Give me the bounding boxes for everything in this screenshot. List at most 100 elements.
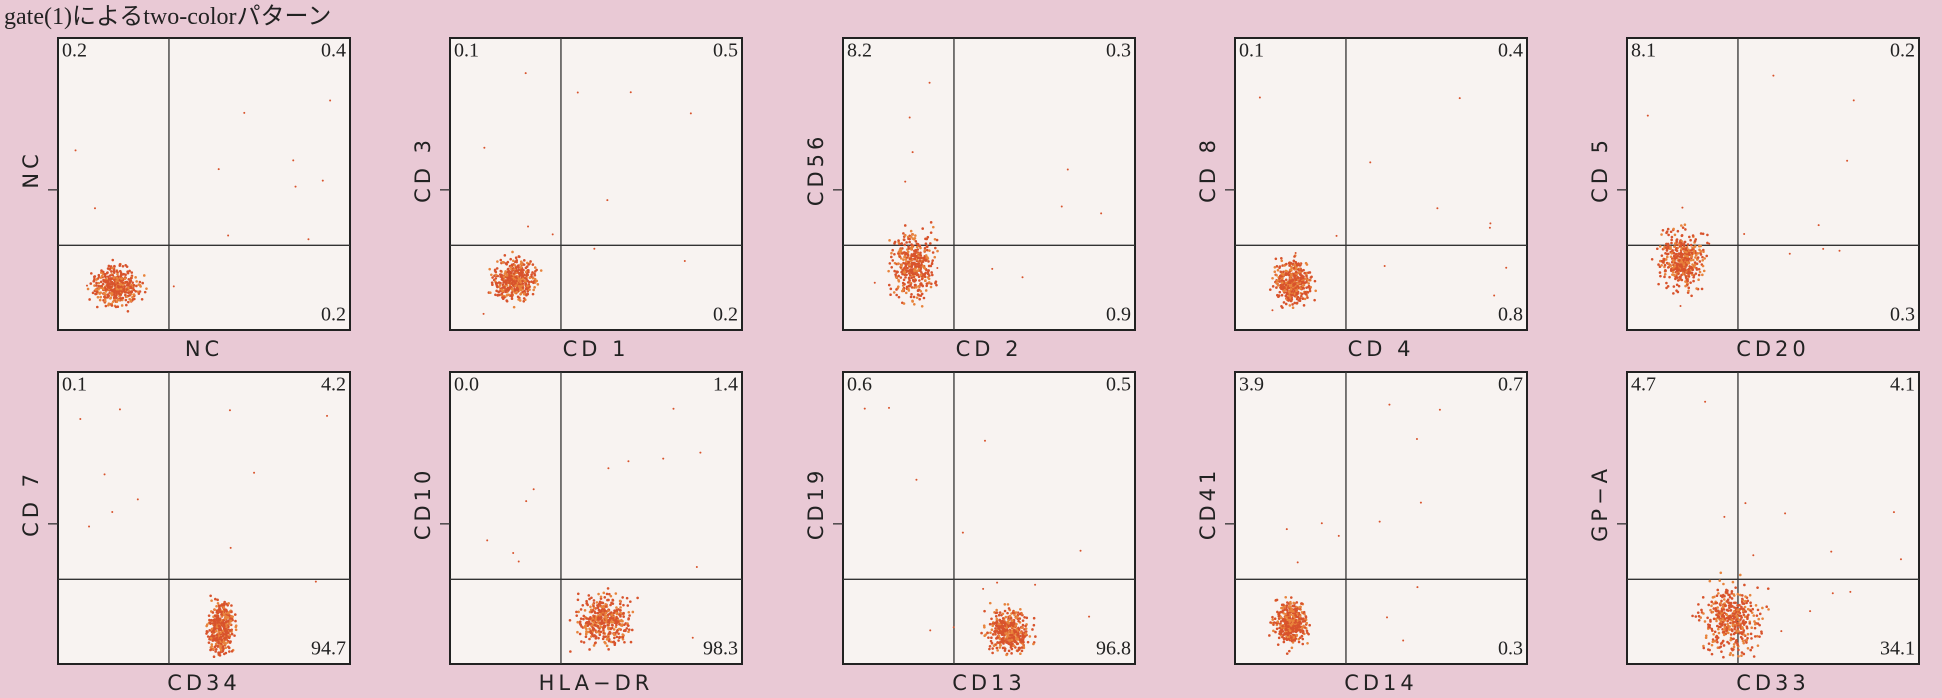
dot xyxy=(112,269,116,273)
dot xyxy=(604,605,607,608)
dot xyxy=(905,241,908,244)
dot xyxy=(595,630,599,634)
quadrant-value: 0.8 xyxy=(1498,304,1523,326)
dot xyxy=(1672,285,1676,288)
dot xyxy=(1306,631,1309,635)
dot xyxy=(914,285,918,289)
dot xyxy=(602,613,605,617)
dot xyxy=(115,296,118,300)
dot xyxy=(1739,635,1743,639)
dot xyxy=(1743,615,1747,619)
dot xyxy=(691,636,694,639)
dot xyxy=(606,623,610,627)
dot xyxy=(1001,612,1005,616)
dot xyxy=(918,256,922,260)
dot xyxy=(211,630,215,633)
dot xyxy=(619,615,622,618)
dot xyxy=(1723,623,1727,626)
dot xyxy=(127,291,130,295)
dot xyxy=(1701,273,1704,277)
dot xyxy=(129,279,133,283)
dot xyxy=(889,287,893,291)
dot xyxy=(509,257,512,261)
dot xyxy=(99,280,103,284)
dot xyxy=(1704,636,1708,640)
dot xyxy=(1306,278,1310,282)
dot xyxy=(1018,617,1022,620)
dot xyxy=(214,642,218,646)
dot xyxy=(1276,268,1280,272)
dot xyxy=(1698,270,1702,274)
dot xyxy=(911,233,915,236)
dot xyxy=(612,628,616,631)
dot xyxy=(1741,627,1745,630)
dot xyxy=(1687,286,1691,290)
dot xyxy=(1741,594,1744,597)
dot xyxy=(613,643,617,647)
dot xyxy=(1283,286,1286,290)
dot xyxy=(998,611,1002,614)
dot xyxy=(918,244,922,248)
dot xyxy=(106,271,109,274)
dot xyxy=(1684,276,1688,280)
dot xyxy=(1679,305,1682,308)
dot xyxy=(1750,626,1754,630)
dot xyxy=(903,273,906,277)
dot xyxy=(1287,616,1291,620)
dot xyxy=(521,277,525,281)
dot xyxy=(900,270,903,274)
dot xyxy=(607,467,610,470)
dot xyxy=(1289,600,1292,604)
quadrant-value: 0.3 xyxy=(1106,40,1131,62)
dot xyxy=(109,288,113,292)
dot xyxy=(110,270,113,273)
dot xyxy=(533,266,537,269)
dot xyxy=(1681,206,1684,209)
dot xyxy=(113,264,116,268)
dot xyxy=(1700,608,1703,612)
dot xyxy=(615,611,618,614)
dot xyxy=(907,287,910,291)
dot xyxy=(528,276,532,280)
dot xyxy=(1016,611,1020,614)
dot xyxy=(1284,595,1288,599)
dot xyxy=(522,297,526,300)
dot xyxy=(1303,271,1306,275)
dot xyxy=(1300,292,1304,296)
dot xyxy=(533,277,537,281)
dot xyxy=(120,277,123,281)
dot xyxy=(917,264,921,267)
dot xyxy=(1300,294,1303,298)
dot xyxy=(96,295,100,299)
dot xyxy=(926,272,930,276)
dot xyxy=(1007,618,1010,622)
quadrant-value: 34.1 xyxy=(1880,638,1915,660)
quadrant-value: 0.3 xyxy=(1498,638,1523,660)
dot xyxy=(605,617,608,621)
dot xyxy=(1005,628,1008,631)
dot xyxy=(215,604,218,608)
dot xyxy=(592,606,596,610)
dot xyxy=(1664,246,1668,249)
dot xyxy=(1275,627,1279,631)
dot xyxy=(908,263,911,267)
dot xyxy=(116,281,119,285)
dot xyxy=(905,269,908,273)
dot xyxy=(1695,262,1699,266)
dot xyxy=(895,293,898,297)
dot xyxy=(229,546,232,549)
dot xyxy=(580,625,583,628)
dot xyxy=(611,599,615,602)
dot xyxy=(1294,278,1298,282)
dot xyxy=(1284,628,1287,632)
dot xyxy=(1750,611,1754,614)
dot xyxy=(1010,631,1014,635)
dot xyxy=(1712,607,1716,610)
dot xyxy=(1726,631,1730,635)
dot xyxy=(1831,592,1834,595)
dot xyxy=(1725,591,1729,595)
dot xyxy=(576,598,580,602)
dot xyxy=(1284,615,1287,619)
